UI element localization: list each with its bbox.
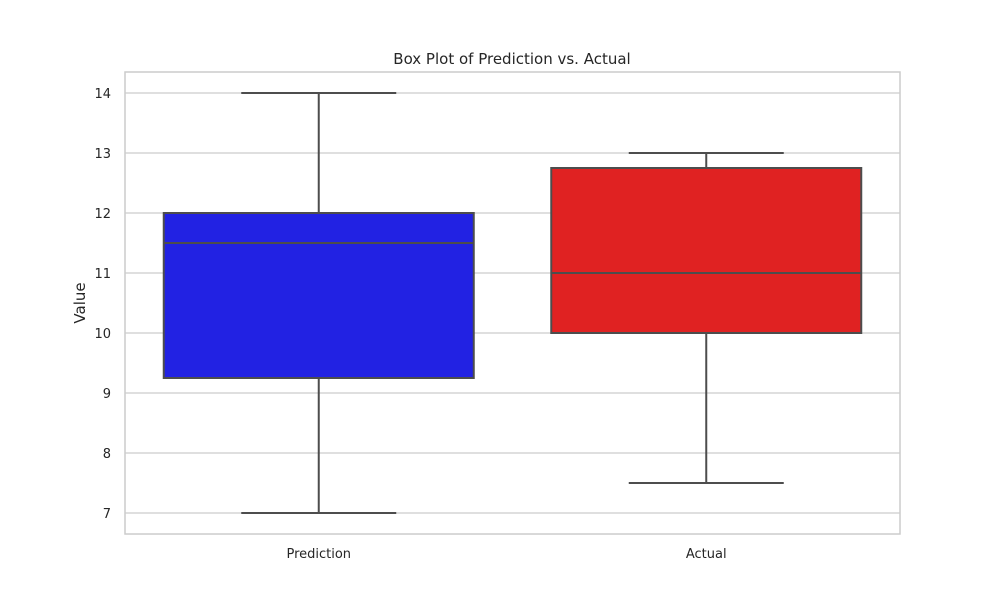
- y-tick-label-8: 8: [103, 447, 111, 462]
- x-tick-label-prediction: Prediction: [286, 547, 351, 562]
- y-tick-label-13: 13: [94, 147, 111, 162]
- y-tick-label-11: 11: [94, 267, 111, 282]
- chart-title: Box Plot of Prediction vs. Actual: [393, 50, 630, 68]
- actual-iqr-box: [550, 167, 863, 334]
- plot-frame: [124, 71, 901, 535]
- box-actual: [550, 152, 863, 484]
- box-plot-series: [162, 92, 863, 514]
- box-prediction: [162, 92, 475, 514]
- x-axis-ticks: Prediction Actual: [286, 547, 726, 562]
- y-axis-ticks: 7 8 9 10 11 12 13 14: [94, 87, 111, 522]
- y-axis-label: Value: [71, 282, 89, 323]
- y-tick-label-7: 7: [103, 507, 111, 522]
- x-tick-label-actual: Actual: [686, 547, 727, 562]
- y-tick-label-10: 10: [94, 327, 111, 342]
- y-tick-label-14: 14: [94, 87, 111, 102]
- prediction-iqr-box: [162, 212, 475, 379]
- y-tick-label-12: 12: [94, 207, 111, 222]
- y-tick-label-9: 9: [103, 387, 111, 402]
